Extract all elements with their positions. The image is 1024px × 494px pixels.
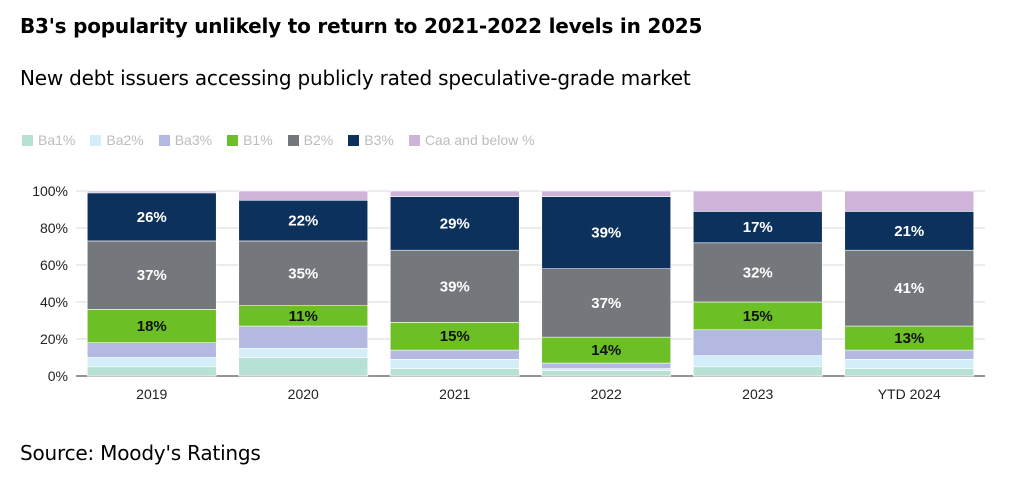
y-tick-label: 60% xyxy=(40,257,68,273)
data-label: 22% xyxy=(288,213,318,230)
legend-item-2: Ba3% xyxy=(158,132,213,148)
bar-segment xyxy=(541,196,672,270)
legend-label: Ba2% xyxy=(106,132,144,148)
bar-segment xyxy=(844,249,975,327)
chart-source: Source: Moody's Ratings xyxy=(20,441,261,465)
bar-segment xyxy=(389,359,520,369)
data-label: 21% xyxy=(894,223,924,240)
legend-swatch xyxy=(158,134,170,146)
x-tick-label: 2019 xyxy=(136,386,167,402)
bar-segment xyxy=(541,190,672,197)
bar-segment xyxy=(692,366,823,377)
legend-swatch xyxy=(22,134,33,146)
bar-segment xyxy=(86,309,217,343)
data-label: 15% xyxy=(743,308,773,325)
data-label: 41% xyxy=(894,280,924,297)
bar-segment xyxy=(86,192,217,242)
bar-segment xyxy=(86,190,217,194)
legend-label: Ba1% xyxy=(38,132,76,148)
bar-segment xyxy=(389,368,520,377)
chart-title: B3's popularity unlikely to return to 20… xyxy=(20,14,703,38)
bar-segment xyxy=(844,325,975,351)
bar-segment xyxy=(389,349,520,360)
legend-label: Ba3% xyxy=(174,132,213,148)
data-label: 17% xyxy=(743,219,773,236)
x-tick-label: 2022 xyxy=(591,386,622,402)
y-tick-label: 80% xyxy=(40,220,68,236)
bar-segment xyxy=(844,190,975,212)
data-label: 13% xyxy=(894,330,924,347)
bar-segment xyxy=(389,190,520,197)
bar-segment xyxy=(238,347,369,358)
bar-segment xyxy=(389,196,520,251)
legend-label: B2% xyxy=(303,132,334,148)
bar-segment xyxy=(541,370,672,377)
y-tick-label: 0% xyxy=(48,368,68,384)
data-label: 18% xyxy=(137,318,167,335)
data-label: 15% xyxy=(440,328,470,345)
chart-subtitle: New debt issuers accessing publicly rate… xyxy=(20,66,691,90)
data-label: 32% xyxy=(743,264,773,281)
bar-segment xyxy=(541,362,672,369)
legend-item-1: Ba2% xyxy=(90,132,144,148)
data-label: 39% xyxy=(591,225,621,242)
legend-item-3: B1% xyxy=(227,132,273,148)
data-label: 37% xyxy=(137,267,167,284)
x-tick-label: 2020 xyxy=(288,386,319,402)
legend-label: B3% xyxy=(364,132,394,148)
bar-segment xyxy=(86,342,217,358)
bar-segment xyxy=(389,249,520,323)
legend-swatch xyxy=(90,134,102,146)
x-tick-label: 2021 xyxy=(439,386,470,402)
legend-swatch xyxy=(287,134,299,146)
bar-segment xyxy=(844,359,975,369)
data-label: 35% xyxy=(288,265,318,282)
bar-segment xyxy=(86,240,217,310)
x-tick-label: 2023 xyxy=(742,386,773,402)
data-label: 37% xyxy=(591,295,621,312)
bar-segment xyxy=(541,268,672,338)
legend-item-4: B2% xyxy=(287,132,334,148)
legend-swatch xyxy=(348,134,360,146)
legend-swatch xyxy=(227,134,239,146)
data-label: 26% xyxy=(137,209,167,226)
data-label: 11% xyxy=(289,308,318,325)
bar-segment xyxy=(844,349,975,360)
legend-item-5: B3% xyxy=(348,132,394,148)
legend-label: B1% xyxy=(243,132,273,148)
bar-segment xyxy=(238,199,369,242)
chart-legend: Ba1% Ba2% Ba3% B1% B2% B3% Caa and below % xyxy=(22,132,535,148)
bar-segment xyxy=(86,366,217,377)
bar-segment xyxy=(86,357,217,368)
legend-swatch xyxy=(408,134,420,146)
legend-item-0: Ba1% xyxy=(22,132,75,148)
data-label: 14% xyxy=(591,342,621,359)
bar-segment xyxy=(692,301,823,331)
y-tick-label: 20% xyxy=(40,331,68,347)
data-label: 39% xyxy=(440,278,470,295)
legend-label: Caa and below % xyxy=(424,132,535,148)
bar-segment xyxy=(238,357,369,377)
bar-segment xyxy=(238,190,369,201)
bar-segment xyxy=(844,211,975,251)
y-tick-label: 100% xyxy=(32,183,68,199)
bar-segment xyxy=(844,368,975,377)
data-label: 29% xyxy=(440,215,470,232)
y-tick-label: 40% xyxy=(40,294,68,310)
bar-segment xyxy=(692,211,823,244)
bar-segment xyxy=(692,190,823,212)
bar-segment xyxy=(238,240,369,306)
legend-item-6: Caa and below % xyxy=(408,132,535,148)
bar-segment xyxy=(389,322,520,351)
bar-segment xyxy=(692,242,823,303)
bar-segment xyxy=(692,329,823,356)
bar-segment xyxy=(541,336,672,364)
bar-segment xyxy=(692,355,823,368)
bar-segment xyxy=(238,325,369,349)
x-tick-label: YTD 2024 xyxy=(878,386,941,402)
